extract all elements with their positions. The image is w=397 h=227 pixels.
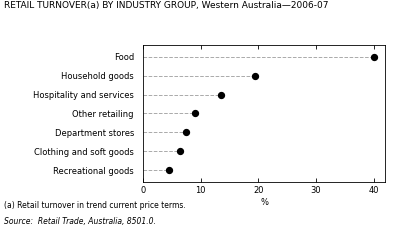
X-axis label: %: % xyxy=(260,198,268,207)
Text: (a) Retail turnover in trend current price terms.: (a) Retail turnover in trend current pri… xyxy=(4,201,186,210)
Point xyxy=(192,112,198,115)
Point xyxy=(218,93,224,96)
Point xyxy=(183,131,189,134)
Point xyxy=(252,74,258,77)
Point xyxy=(370,55,377,59)
Point xyxy=(177,150,183,153)
Point xyxy=(166,168,172,172)
Text: Source:  Retail Trade, Australia, 8501.0.: Source: Retail Trade, Australia, 8501.0. xyxy=(4,217,156,226)
Text: RETAIL TURNOVER(a) BY INDUSTRY GROUP, Western Australia—2006-07: RETAIL TURNOVER(a) BY INDUSTRY GROUP, We… xyxy=(4,1,328,10)
